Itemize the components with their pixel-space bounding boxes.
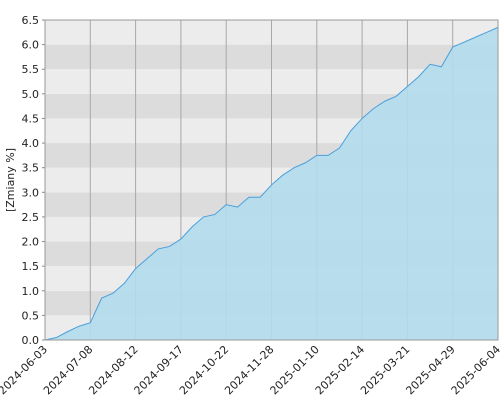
y-tick-label: 1.0 xyxy=(22,285,40,298)
line xyxy=(44,26,499,341)
y-tick-label: 6.0 xyxy=(22,39,40,52)
y-tick-label: 5.5 xyxy=(22,63,40,76)
y-tick-label: 3.0 xyxy=(22,186,40,199)
y-tick-label: 4.5 xyxy=(22,112,40,125)
y-tick-label: 3.5 xyxy=(22,162,40,175)
y-tick-label: 4.0 xyxy=(22,137,40,150)
y-axis-label: [Zmiany %] xyxy=(4,148,17,212)
y-tick-label: 2.5 xyxy=(22,211,40,224)
y-tick-label: 5.0 xyxy=(22,88,40,101)
y-tick-label: 6.5 xyxy=(22,14,40,27)
y-tick-label: 0.5 xyxy=(22,309,40,322)
y-tick-label: 2.0 xyxy=(22,236,40,249)
area xyxy=(45,27,498,341)
y-tick-label: 0.0 xyxy=(22,334,40,347)
y-tick-label: 1.5 xyxy=(22,260,40,273)
plot-border xyxy=(44,19,499,341)
